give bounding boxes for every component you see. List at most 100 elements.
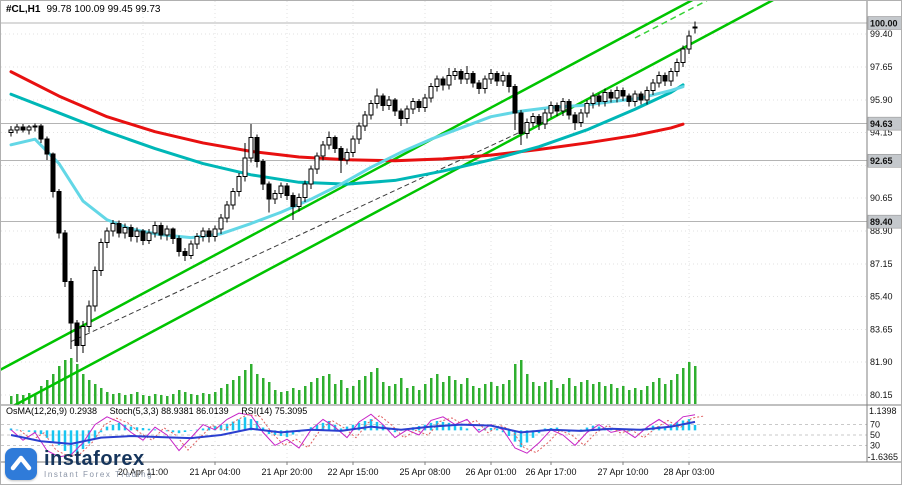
candle: [116, 223, 122, 234]
candle: [620, 89, 626, 97]
stoch-label: Stoch(5,3,3) 88.9381 86.0139: [109, 406, 229, 416]
candle: [524, 121, 530, 135]
candle: [380, 95, 386, 106]
candle: [206, 230, 212, 238]
svg-text:1.1398: 1.1398: [869, 406, 897, 416]
volume-histogram: [9, 358, 697, 404]
candle: [374, 95, 380, 105]
candle: [290, 194, 296, 208]
candle: [62, 232, 68, 283]
channel-upper-line: [1, 1, 694, 371]
candle: [8, 129, 14, 134]
svg-text:83.65: 83.65: [870, 324, 893, 334]
candle: [164, 228, 170, 236]
candle: [464, 73, 470, 80]
candle: [422, 97, 428, 108]
candle: [638, 93, 644, 101]
candle: [614, 89, 620, 99]
price-axis: 99.40 97.65 95.90 94.15 90.65 88.90 87.15 85.40…: [867, 16, 901, 400]
candle: [158, 224, 164, 236]
candle: [14, 126, 20, 131]
indicator-labels: OsMA(12,26,9) 0.2938 Stoch(5,3,3) 88.938…: [6, 406, 317, 416]
candle: [278, 185, 284, 195]
rsi-line: [10, 420, 696, 445]
candle: [200, 230, 206, 238]
candle: [416, 101, 422, 108]
candle: [284, 185, 290, 196]
candles-layer: [8, 21, 698, 363]
symbol-label: #CL,H1: [6, 4, 41, 15]
candle: [332, 136, 338, 150]
candle: [542, 112, 548, 125]
svg-text:88.90: 88.90: [870, 226, 893, 236]
svg-text:70: 70: [870, 420, 880, 430]
candle: [308, 168, 314, 185]
candle: [602, 91, 608, 103]
candle: [302, 183, 308, 198]
time-label: 26 Apr 17:00: [525, 467, 576, 477]
logo-name: instaforex: [44, 447, 145, 470]
candle: [692, 26, 698, 29]
channel-projection-dashed: [634, 1, 708, 39]
candle: [272, 193, 278, 200]
candle: [344, 151, 350, 161]
candle: [350, 138, 356, 153]
time-label: 21 Apr 20:00: [261, 467, 312, 477]
candle: [470, 73, 476, 84]
svg-text:80.15: 80.15: [870, 390, 893, 400]
candle: [500, 74, 506, 82]
candle: [386, 99, 392, 106]
indicator-layer: [9, 412, 705, 458]
candle: [212, 228, 218, 238]
candle: [596, 95, 602, 103]
candle: [674, 61, 680, 73]
candle: [458, 71, 464, 80]
candle: [404, 108, 410, 120]
candle: [218, 217, 224, 230]
osma-label: OsMA(12,26,9) 0.2938: [6, 406, 98, 416]
time-label: 20 Apr 11:00: [118, 467, 168, 477]
candle: [362, 114, 368, 127]
candle: [134, 230, 140, 238]
candle: [608, 91, 614, 99]
svg-text:90.65: 90.65: [870, 193, 893, 203]
candle: [194, 236, 200, 245]
candle: [338, 148, 344, 161]
candle: [20, 126, 26, 131]
time-label: 22 Apr 15:00: [327, 467, 378, 477]
candle: [656, 74, 662, 84]
time-axis: 20 Apr 11:00 21 Apr 04:00 21 Apr 20:00 22 A…: [118, 462, 715, 477]
ma-teal-line: [9, 83, 685, 186]
svg-text:94.15: 94.15: [870, 128, 893, 138]
candle: [512, 86, 518, 114]
candle: [452, 71, 458, 76]
candle: [110, 223, 116, 232]
svg-text:99.40: 99.40: [870, 29, 893, 39]
candle: [248, 136, 254, 159]
stoch-signal-line: [19, 413, 705, 457]
time-label: 21 Apr 04:00: [189, 467, 240, 477]
candle: [74, 322, 80, 346]
svg-text:87.15: 87.15: [870, 259, 893, 269]
instaforex-logo: instaforex Instant Forex Trading: [5, 448, 153, 480]
rsi-label: RSI(14) 75.3095: [241, 406, 308, 416]
time-label: 25 Apr 08:00: [399, 467, 450, 477]
candle: [446, 74, 452, 86]
candle: [326, 136, 332, 146]
trendline-dashed: [70, 131, 522, 343]
candle: [140, 230, 146, 241]
candle: [650, 82, 656, 91]
ma-cyan-line: [9, 85, 685, 240]
candle: [32, 125, 38, 128]
chevron-up-icon: [10, 455, 32, 471]
candle: [98, 241, 104, 271]
candle: [26, 126, 32, 131]
svg-text:50: 50: [870, 430, 880, 440]
logo-text-block: instaforex Instant Forex Trading: [44, 447, 153, 479]
candle: [410, 101, 416, 110]
candle: [488, 73, 494, 80]
